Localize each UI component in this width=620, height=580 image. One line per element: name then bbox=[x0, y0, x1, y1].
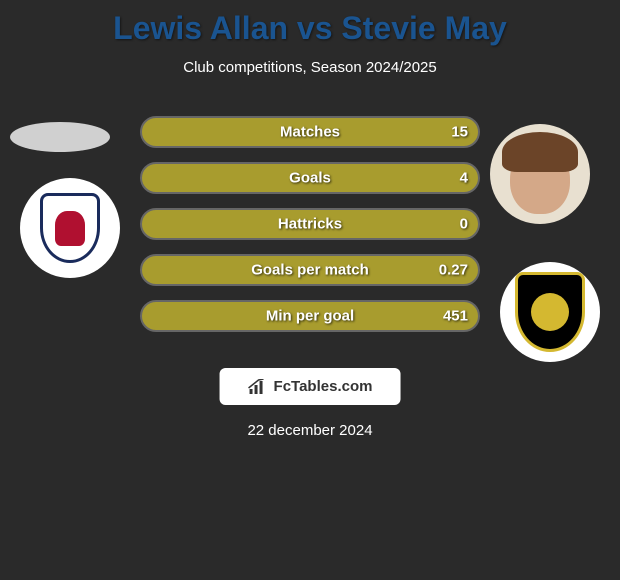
chart-icon bbox=[248, 379, 268, 395]
stat-value-right: 0 bbox=[460, 216, 468, 233]
stat-value-right: 0.27 bbox=[439, 262, 468, 279]
stat-row-goals: Goals 4 bbox=[140, 162, 480, 194]
stat-label: Goals bbox=[289, 170, 331, 187]
stat-label: Hattricks bbox=[278, 216, 342, 233]
stats-container: Matches 15 Goals 4 Hattricks 0 Goals per… bbox=[0, 116, 620, 332]
stat-row-goals-per-match: Goals per match 0.27 bbox=[140, 254, 480, 286]
footer-badge-text: FcTables.com bbox=[274, 378, 373, 395]
stat-label: Min per goal bbox=[266, 308, 354, 325]
stat-value-right: 4 bbox=[460, 170, 468, 187]
stat-label: Goals per match bbox=[251, 262, 369, 279]
page-title: Lewis Allan vs Stevie May bbox=[0, 0, 620, 47]
footer-badge[interactable]: FcTables.com bbox=[220, 368, 401, 405]
stat-value-right: 451 bbox=[443, 308, 468, 325]
page-subtitle: Club competitions, Season 2024/2025 bbox=[0, 59, 620, 76]
stat-row-hattricks: Hattricks 0 bbox=[140, 208, 480, 240]
stat-label: Matches bbox=[280, 124, 340, 141]
footer-date: 22 december 2024 bbox=[247, 422, 372, 439]
stat-row-min-per-goal: Min per goal 451 bbox=[140, 300, 480, 332]
stat-row-matches: Matches 15 bbox=[140, 116, 480, 148]
stat-value-right: 15 bbox=[451, 124, 468, 141]
